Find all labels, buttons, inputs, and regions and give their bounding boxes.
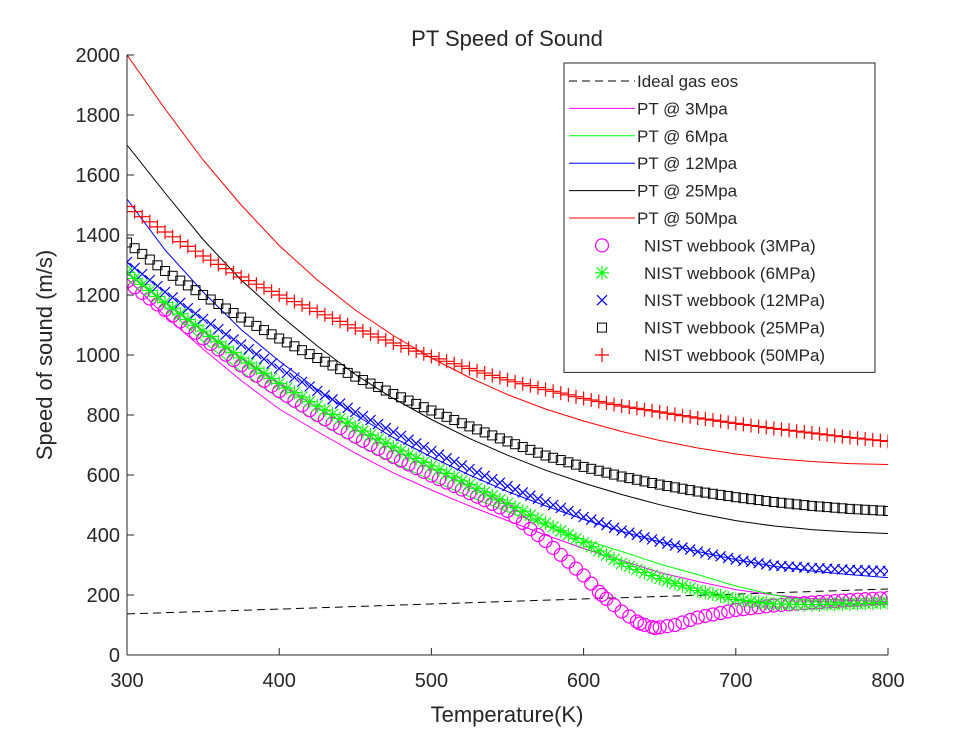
interp-marker-7: [721, 591, 735, 605]
x-axis-label: Temperature(K): [431, 702, 584, 727]
interp-marker-7: [470, 481, 484, 495]
interp-marker-7: [402, 448, 416, 462]
interp-marker-7: [318, 403, 332, 417]
interp-marker-7: [333, 412, 347, 426]
interp-marker-7: [432, 463, 446, 477]
interp-marker-7: [181, 313, 195, 327]
interp-marker-7: [683, 581, 697, 595]
data-point-7-12: [577, 536, 591, 550]
legend-label-6: NIST webbook (3MPa): [644, 236, 816, 255]
data-point-7-7: [386, 440, 400, 454]
interp-marker-7: [599, 548, 613, 562]
data-point-7-9: [462, 478, 476, 492]
y-tick-label-10: 2000: [76, 45, 121, 67]
interp-marker-7: [417, 455, 431, 469]
data-point-7-11: [539, 516, 553, 530]
y-tick-label-0: 0: [109, 645, 120, 667]
y-tick-label-4: 800: [87, 405, 120, 427]
interp-marker-7: [371, 432, 385, 446]
x-tick-label-1: 400: [263, 670, 296, 692]
legend-swatch-7: [595, 266, 609, 280]
interp-marker-7: [150, 290, 164, 304]
legend-label-9: NIST webbook (25MPa): [644, 319, 825, 338]
legend-label-8: NIST webbook (12MPa): [644, 291, 825, 310]
legend-label-1: PT @ 3Mpa: [637, 99, 728, 118]
interp-marker-7: [493, 493, 507, 507]
interp-marker-7: [265, 371, 279, 385]
legend-label-3: PT @ 12Mpa: [637, 154, 738, 173]
interp-marker-7: [143, 284, 157, 298]
interp-marker-7: [478, 485, 492, 499]
interp-marker-7: [303, 395, 317, 409]
interp-marker-7: [508, 500, 522, 514]
x-tick-label-0: 300: [110, 670, 143, 692]
interp-marker-7: [364, 428, 378, 442]
interp-marker-7: [561, 528, 575, 542]
interp-marker-7: [135, 278, 149, 292]
legend-label-4: PT @ 25Mpa: [637, 182, 738, 201]
interp-marker-7: [744, 594, 758, 608]
y-tick-label-9: 1800: [76, 105, 121, 127]
interp-marker-7: [188, 318, 202, 332]
interp-marker-7: [554, 524, 568, 538]
interp-marker-7: [341, 416, 355, 430]
interp-marker-7: [394, 444, 408, 458]
interp-marker-7: [379, 436, 393, 450]
data-point-7-1: [158, 296, 172, 310]
legend-label-5: PT @ 50Mpa: [637, 209, 738, 228]
legend-label-2: PT @ 6Mpa: [637, 127, 728, 146]
interp-marker-7: [516, 504, 530, 518]
x-tick-label-5: 800: [871, 670, 904, 692]
interp-marker-7: [736, 593, 750, 607]
interp-marker-7: [440, 466, 454, 480]
interp-marker-7: [356, 424, 370, 438]
chart-title: PT Speed of Sound: [411, 26, 603, 51]
x-tick-label-4: 700: [719, 670, 752, 692]
x-tick-label-2: 500: [415, 670, 448, 692]
interp-marker-7: [797, 597, 811, 611]
interp-marker-7: [873, 596, 887, 610]
legend-marker-7: [595, 266, 609, 280]
legend-label-0: Ideal gas eos: [637, 72, 738, 91]
legend-label-7: NIST webbook (6MPa): [644, 264, 816, 283]
interp-marker-7: [584, 540, 598, 554]
data-point-7-8: [424, 459, 438, 473]
legend: Ideal gas eos PT @ 3Mpa PT @ 6Mpa PT @ 12Mp…: [564, 63, 875, 372]
y-axis-label: Speed of sound (m/s): [32, 250, 57, 460]
y-tick-label-3: 600: [87, 465, 120, 487]
interp-marker-7: [569, 532, 583, 546]
y-tick-label-1: 200: [87, 585, 120, 607]
interp-marker-7: [759, 596, 773, 610]
interp-marker-7: [409, 451, 423, 465]
interp-marker-7: [592, 544, 606, 558]
interp-marker-7: [485, 489, 499, 503]
interp-marker-7: [523, 508, 537, 522]
data-point-7-6: [348, 420, 362, 434]
interp-marker-7: [173, 307, 187, 321]
interp-marker-7: [447, 470, 461, 484]
interp-marker-7: [752, 595, 766, 609]
y-tick-label-5: 1000: [76, 345, 121, 367]
x-tick-label-3: 600: [567, 670, 600, 692]
interp-marker-7: [531, 512, 545, 526]
y-tick-label-2: 400: [87, 525, 120, 547]
y-tick-label-7: 1400: [76, 225, 121, 247]
interp-marker-7: [325, 407, 339, 421]
interp-marker-7: [835, 597, 849, 611]
y-tick-label-8: 1600: [76, 165, 121, 187]
legend-label-10: NIST webbook (50MPa): [644, 346, 825, 365]
interp-marker-7: [128, 272, 142, 286]
y-tick-label-6: 1200: [76, 285, 121, 307]
interp-marker-7: [607, 552, 621, 566]
interp-marker-7: [455, 474, 469, 488]
interp-marker-7: [166, 301, 180, 315]
interp-marker-7: [546, 520, 560, 534]
interp-marker-7: [645, 569, 659, 583]
data-point-7-10: [501, 497, 515, 511]
